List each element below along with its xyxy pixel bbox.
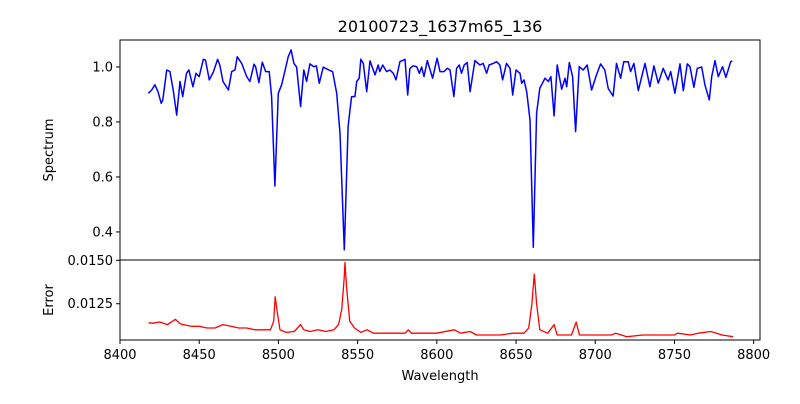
y-tick-label: 0.6 <box>92 170 113 185</box>
chart-title: 20100723_1637m65_136 <box>338 17 543 37</box>
x-tick-label: 8550 <box>341 348 374 363</box>
x-tick-label: 8700 <box>579 348 612 363</box>
x-tick-label: 8600 <box>420 348 453 363</box>
spectrum-line <box>147 49 733 251</box>
error-line <box>148 261 734 338</box>
x-tick-label: 8750 <box>658 348 691 363</box>
y-tick-label: 1.0 <box>92 60 113 75</box>
error-axes: 0.0125 0.0150 8400 8450 8500 8550 8600 8650 870… <box>42 254 770 384</box>
x-tick-label: 8450 <box>183 348 216 363</box>
x-tick-label: 8400 <box>103 348 136 363</box>
x-tick-label: 8800 <box>737 348 770 363</box>
y-tick-label: 0.8 <box>92 115 113 130</box>
y-tick-label: 0.0150 <box>68 254 114 269</box>
x-tick-label: 8500 <box>262 348 295 363</box>
y-tick-label: 0.0125 <box>68 297 114 312</box>
x-tick-label: 8650 <box>499 348 532 363</box>
spectrum-ylabel: Spectrum <box>42 119 57 182</box>
y-tick-label: 0.4 <box>92 225 113 240</box>
x-axis-label: Wavelength <box>401 369 478 384</box>
error-ylabel: Error <box>42 284 57 316</box>
